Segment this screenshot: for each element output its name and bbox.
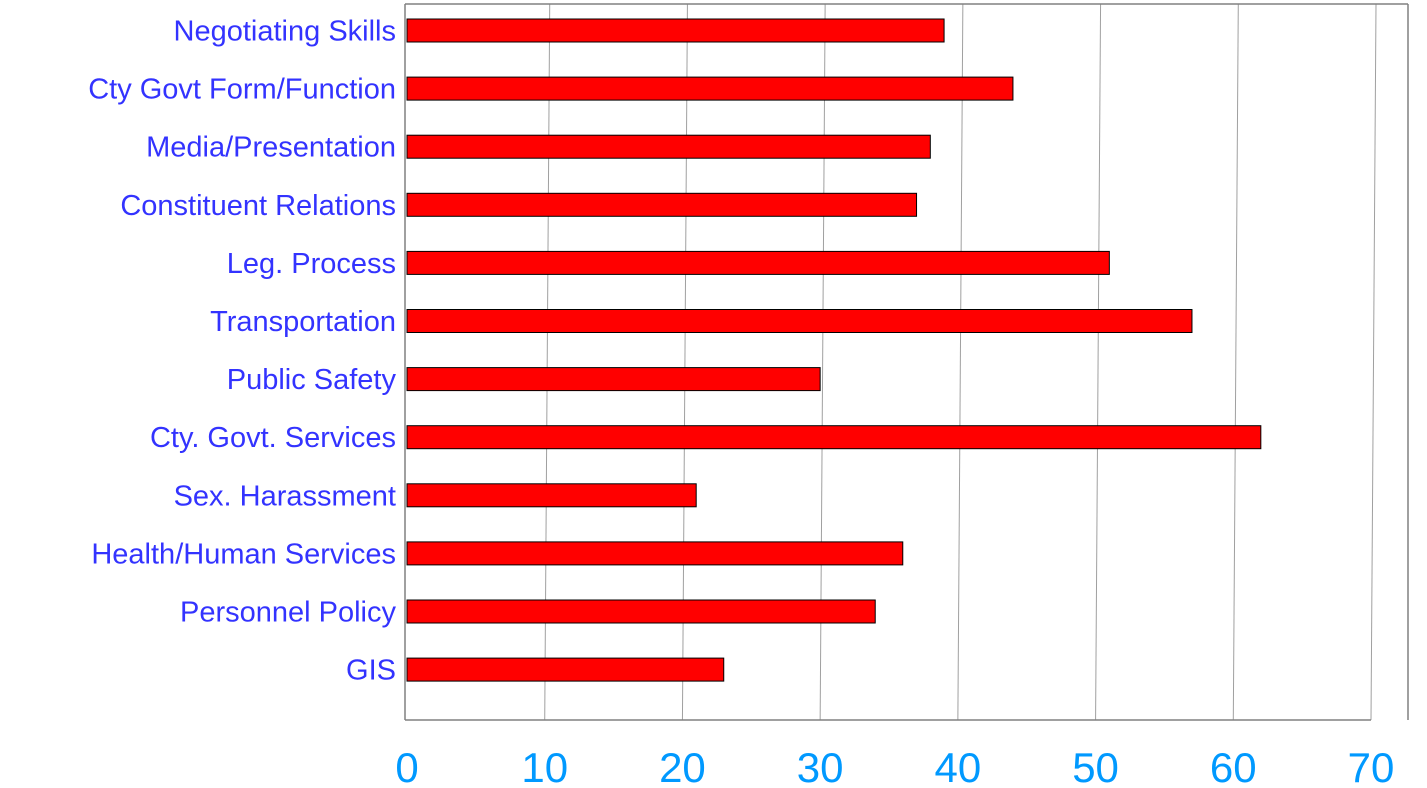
- gridline-70: [1370, 3, 1377, 721]
- bar-2: [406, 134, 931, 159]
- gridline-50: [1095, 3, 1102, 721]
- bar-9: [406, 541, 904, 566]
- category-label: Public Safety: [227, 364, 397, 396]
- gridlines: [544, 3, 1377, 721]
- category-label: Negotiating Skills: [174, 16, 396, 48]
- x-tick-label: 50: [1072, 744, 1119, 788]
- x-tick-labels: 0 10 20 30 40 50 60 70: [395, 744, 1394, 788]
- bars: [406, 18, 1262, 682]
- bar-6: [406, 367, 821, 392]
- category-label: Leg. Process: [227, 248, 396, 280]
- category-label: GIS: [346, 655, 396, 687]
- bar-11: [406, 657, 725, 682]
- bar-8: [406, 483, 697, 508]
- x-tick-label: 60: [1210, 744, 1257, 788]
- bar-4: [406, 250, 1110, 275]
- category-label: Constituent Relations: [120, 190, 396, 222]
- category-label: Sex. Harassment: [174, 480, 396, 512]
- x-tick-label: 70: [1348, 744, 1395, 788]
- x-tick-label: 20: [659, 744, 706, 788]
- plot-frame: [404, 3, 1409, 721]
- x-tick-label: 10: [521, 744, 568, 788]
- bar-7: [406, 425, 1262, 450]
- category-label: Personnel Policy: [180, 597, 396, 629]
- gridline-40: [957, 3, 964, 721]
- category-labels: Negotiating Skills Cty Govt Form/Function…: [88, 16, 396, 687]
- x-tick-label: 40: [934, 744, 981, 788]
- x-tick-label: 30: [797, 744, 844, 788]
- bar-1: [406, 76, 1014, 101]
- bar-5: [406, 309, 1193, 333]
- x-tick-label: 0: [395, 744, 418, 788]
- category-label: Cty. Govt. Services: [150, 422, 396, 454]
- bar-3: [406, 192, 918, 217]
- gridline-60: [1232, 3, 1239, 721]
- category-label: Media/Presentation: [146, 132, 396, 164]
- category-label: Health/Human Services: [91, 538, 396, 570]
- category-label: Cty Govt Form/Function: [88, 74, 396, 106]
- bar-10: [406, 599, 876, 624]
- category-label: Transportation: [210, 306, 396, 338]
- bar-0: [406, 18, 945, 43]
